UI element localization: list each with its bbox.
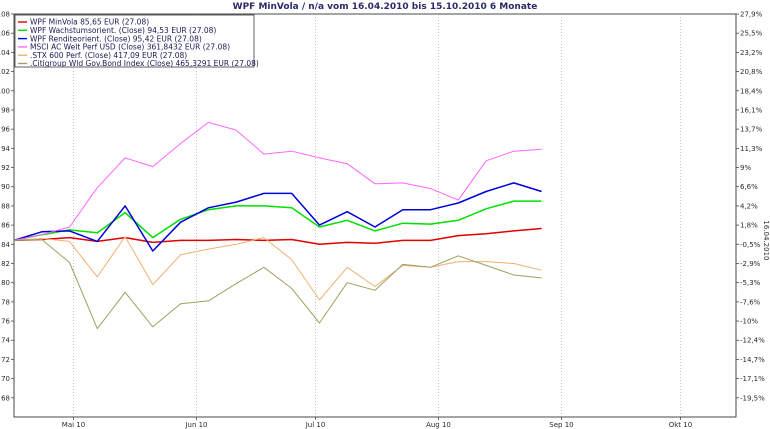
y-tick-label: 82 [1, 260, 10, 268]
legend-entry: WPF Wachstumsorient. (Close) 94,53 EUR (… [30, 26, 216, 35]
x-tick-label: Mai 10 [62, 421, 85, 429]
y-tick-label: 96 [1, 126, 10, 134]
legend-entry: .Citigroup Wld Gov.Bond Index (Close) 46… [30, 59, 259, 68]
plot-area [13, 13, 737, 418]
y-tick-label: 106 [0, 30, 11, 38]
series-line [13, 182, 542, 252]
x-tick-label: Jul 10 [305, 421, 326, 429]
series-line [13, 236, 542, 301]
y-right-tick-label: -14,7% [740, 356, 765, 364]
y-right-tick-label: 13,7% [740, 126, 763, 134]
y-tick-label: 78 [1, 298, 10, 306]
chart-title: WPF MinVola / n/a vom 16.04.2010 bis 15.… [233, 2, 538, 12]
y-right-tick-label: 1,8% [740, 222, 758, 230]
y-tick-label: 94 [1, 145, 10, 153]
y-right-tick-label: -7,6% [740, 298, 761, 306]
y-tick-label: 102 [0, 68, 10, 76]
y-tick-label: 84 [1, 241, 10, 249]
y-right-tick-label: 25,5% [740, 30, 763, 38]
y-right-tick-label: 9% [740, 164, 751, 172]
y-tick-label: 108 [0, 11, 10, 19]
right-axis-label: 16.04.2010 [762, 220, 770, 260]
y-tick-label: 68 [1, 394, 10, 402]
y-tick-label: 70 [1, 375, 10, 383]
y-axis-left: 68 70 72 74 76 78 80 82 84 86 88 90 92 94 96 98 100 102 10… [0, 11, 14, 402]
y-right-tick-label: 4,2% [740, 202, 758, 210]
y-right-tick-label: -10% [740, 318, 758, 326]
y-tick-label: 104 [0, 49, 11, 57]
x-tick-label: Okt 10 [669, 421, 692, 429]
x-tick-label: Sep 10 [549, 421, 573, 429]
y-right-tick-label: 27,9% [740, 11, 763, 19]
y-tick-label: 90 [1, 183, 10, 191]
y-right-tick-label: 6,6% [740, 183, 758, 191]
y-tick-label: 98 [1, 106, 10, 114]
grid-lines [73, 14, 681, 417]
y-tick-label: 86 [1, 222, 10, 230]
y-tick-label: 74 [1, 337, 10, 345]
y-right-tick-label: -0,5% [740, 241, 761, 249]
x-tick-label: Aug 10 [426, 421, 451, 429]
y-axis-right: 27,9% 25,5% 23,2% 20,8% 18,4% 16,1% 13,7% 11,3%… [736, 11, 765, 402]
legend-box [14, 14, 255, 68]
y-right-tick-label: -5,3% [740, 279, 761, 287]
series-line [13, 121, 542, 241]
series-line [13, 200, 542, 242]
y-right-tick-label: 20,8% [740, 68, 763, 76]
y-tick-label: 92 [1, 164, 10, 172]
y-tick-label: 100 [0, 87, 10, 95]
y-tick-label: 80 [1, 279, 10, 287]
series-line [13, 227, 542, 246]
y-right-tick-label: -12,4% [740, 337, 765, 345]
legend: WPF MinVola 85,65 EUR (27.08)WPF Wachstu… [14, 14, 259, 68]
legend-entry: WPF MinVola 85,65 EUR (27.08) [30, 18, 149, 27]
legend-entry: WPF Renditeorient. (Close) 95,42 EUR (27… [30, 34, 202, 43]
x-axis: Mai 10 Jun 10 Jul 10 Aug 10 Sep 10 Okt 10 [62, 417, 692, 429]
legend-entry: MSCI AC Welt Perf USD (Close) 361,8432 E… [30, 43, 230, 52]
series-line [13, 239, 542, 330]
y-right-tick-label: 23,2% [740, 49, 763, 57]
y-tick-label: 76 [1, 318, 10, 326]
legend-entry: .STX 600 Perf. (Close) 417,09 EUR (27.08… [30, 51, 187, 60]
y-right-tick-label: 18,4% [740, 87, 763, 95]
y-right-tick-label: -19,5% [740, 394, 765, 402]
y-tick-label: 88 [1, 202, 10, 210]
y-right-tick-label: 16,1% [740, 106, 763, 114]
x-tick-label: Jun 10 [184, 421, 207, 429]
y-tick-label: 72 [1, 356, 10, 364]
y-right-tick-label: -17,1% [740, 375, 765, 383]
y-right-tick-label: 11,3% [740, 145, 763, 153]
series-lines [13, 121, 542, 330]
y-right-tick-label: -2,9% [740, 260, 761, 268]
